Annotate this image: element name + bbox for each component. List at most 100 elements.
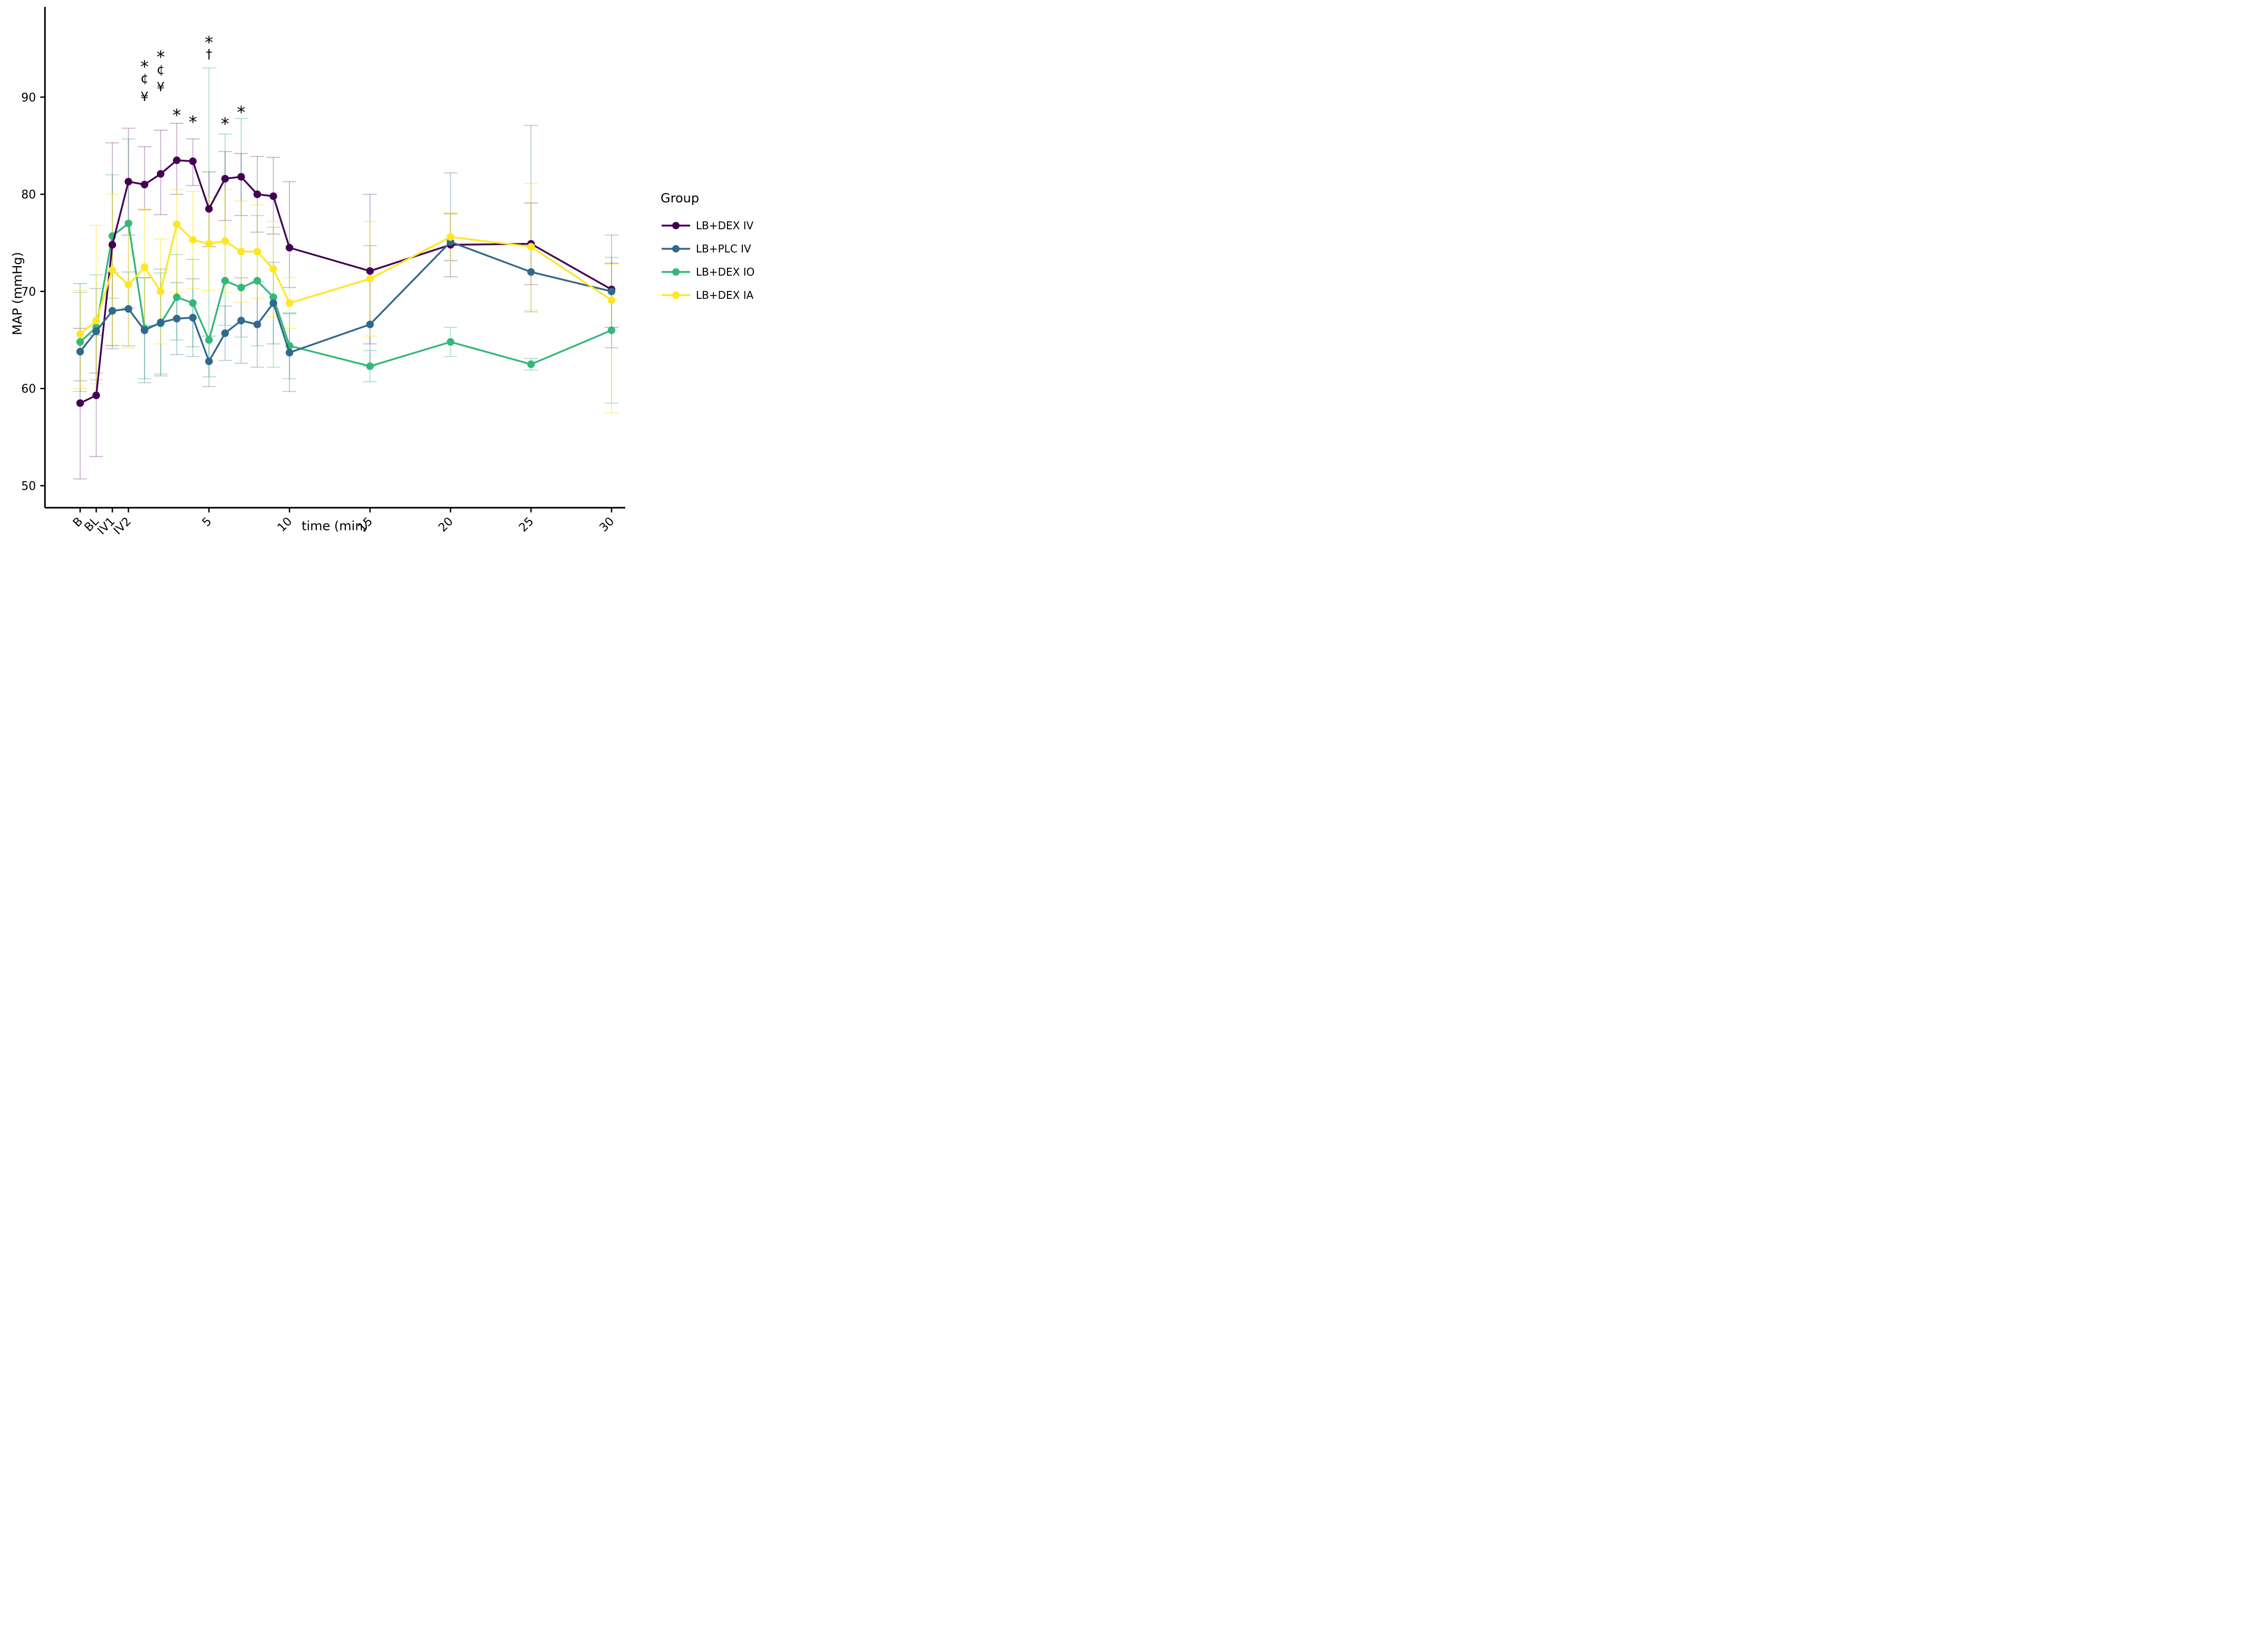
legend-swatch-icon: [662, 268, 690, 276]
significance-symbol: ¢: [141, 71, 149, 85]
data-point: [189, 299, 197, 307]
significance-symbol: ¥: [157, 80, 164, 94]
y-tick-label: 60: [21, 383, 36, 396]
data-point: [285, 244, 294, 252]
data-point: [173, 293, 181, 301]
significance-symbol: *: [221, 114, 229, 134]
significance-annotations: *¢¥*¢¥* **†**: [140, 32, 245, 134]
legend-item-label: LB+PLC IV: [696, 242, 751, 255]
significance-symbol: *: [172, 105, 181, 125]
x-tick-label: IV2: [111, 515, 134, 538]
data-point: [108, 307, 117, 315]
data-point: [447, 338, 454, 346]
data-point: [157, 287, 164, 296]
data-point: [366, 320, 374, 328]
data-point: [285, 299, 294, 307]
data-point: [173, 315, 181, 323]
significance-symbol: ¢: [157, 62, 164, 77]
error-bars-LB+DEX-IA: [73, 183, 618, 414]
data-point: [205, 357, 213, 365]
data-point: [237, 248, 245, 256]
data-point: [221, 277, 229, 285]
data-point: [76, 347, 84, 356]
data-point: [189, 314, 197, 322]
data-point: [221, 237, 229, 245]
data-point: [237, 173, 245, 181]
data-point: [140, 326, 149, 334]
data-point: [221, 329, 229, 337]
series-line: [80, 159, 612, 404]
legend-swatch-icon: [662, 245, 690, 252]
data-point: [140, 180, 149, 189]
data-point: [189, 236, 197, 244]
data-point: [108, 241, 117, 249]
data-point: [124, 178, 132, 186]
data-point: [189, 157, 197, 165]
data-point: [607, 296, 616, 304]
significance-symbol: *: [157, 47, 165, 67]
series-LB+PLC-IV: [76, 238, 616, 365]
significance-symbol: ¥: [141, 89, 149, 104]
data-point: [253, 277, 261, 285]
error-bars-LB+DEX-IO: [73, 67, 618, 404]
data-point: [447, 233, 454, 241]
data-point: [607, 287, 616, 296]
legend-item-label: LB+DEX IO: [696, 266, 755, 278]
data-point: [173, 220, 181, 228]
data-point: [607, 326, 616, 334]
y-tick-label: 90: [21, 91, 36, 104]
data-point: [253, 190, 261, 198]
data-point: [173, 156, 181, 164]
data-point: [124, 280, 132, 289]
significance-symbol: *: [205, 32, 213, 52]
data-point: [253, 248, 261, 256]
x-tick-label: B: [71, 515, 85, 530]
data-point: [221, 174, 229, 183]
data-point: [157, 170, 164, 178]
data-point: [527, 242, 535, 251]
significance-symbol: *: [189, 112, 197, 132]
legend-item-label: LB+DEX IA: [696, 289, 754, 301]
legend-item-LB+DEX-IV: LB+DEX IV: [661, 214, 754, 237]
legend-title: Group: [661, 191, 700, 206]
legend-item-label: LB+DEX IV: [696, 219, 754, 232]
y-axis-title: MAP (mmHg): [10, 252, 25, 335]
data-point: [205, 205, 213, 213]
series-LB+DEX-IV: [76, 156, 616, 407]
x-axis-title: time (min): [302, 519, 368, 533]
data-point: [124, 219, 132, 228]
data-point: [237, 284, 245, 291]
y-tick-label: 70: [21, 286, 36, 299]
data-point: [269, 265, 277, 273]
significance-symbol: *: [237, 102, 245, 122]
significance-symbol: †: [206, 46, 212, 61]
data-point: [76, 330, 84, 338]
y-tick-label: 50: [21, 480, 36, 493]
data-point: [527, 360, 535, 368]
x-tick-label: 25: [517, 515, 536, 534]
data-point: [124, 305, 132, 313]
legend-swatch-icon: [662, 291, 690, 299]
series-LB+DEX-IO: [76, 219, 616, 371]
data-point: [253, 320, 261, 328]
data-point: [269, 299, 277, 307]
legend-item-LB+DEX-IO: LB+DEX IO: [661, 260, 754, 284]
y-tick-label: 80: [21, 189, 36, 202]
figure-page: 50 60 70 80 90 B BL IV1 IV2 5 10 15 20 25 30 * ¢ ¥ * ¢ ¥ * * * †…: [0, 0, 756, 542]
data-point: [108, 266, 117, 274]
data-point: [205, 240, 213, 248]
legend: Group LB+DEX IV LB+PLC IV LB+DEX IO LB+DEX …: [661, 191, 754, 307]
data-point: [366, 362, 374, 371]
significance-symbol: *: [140, 56, 149, 76]
data-point: [269, 192, 277, 200]
series-LB+DEX-IA: [76, 220, 616, 338]
data-point: [366, 275, 374, 283]
data-point: [92, 391, 100, 400]
data-point: [269, 293, 277, 301]
data-point: [285, 348, 294, 357]
data-point: [527, 268, 535, 276]
data-point: [157, 318, 164, 327]
legend-swatch-icon: [662, 222, 690, 229]
legend-item-LB+PLC-IV: LB+PLC IV: [661, 237, 754, 260]
